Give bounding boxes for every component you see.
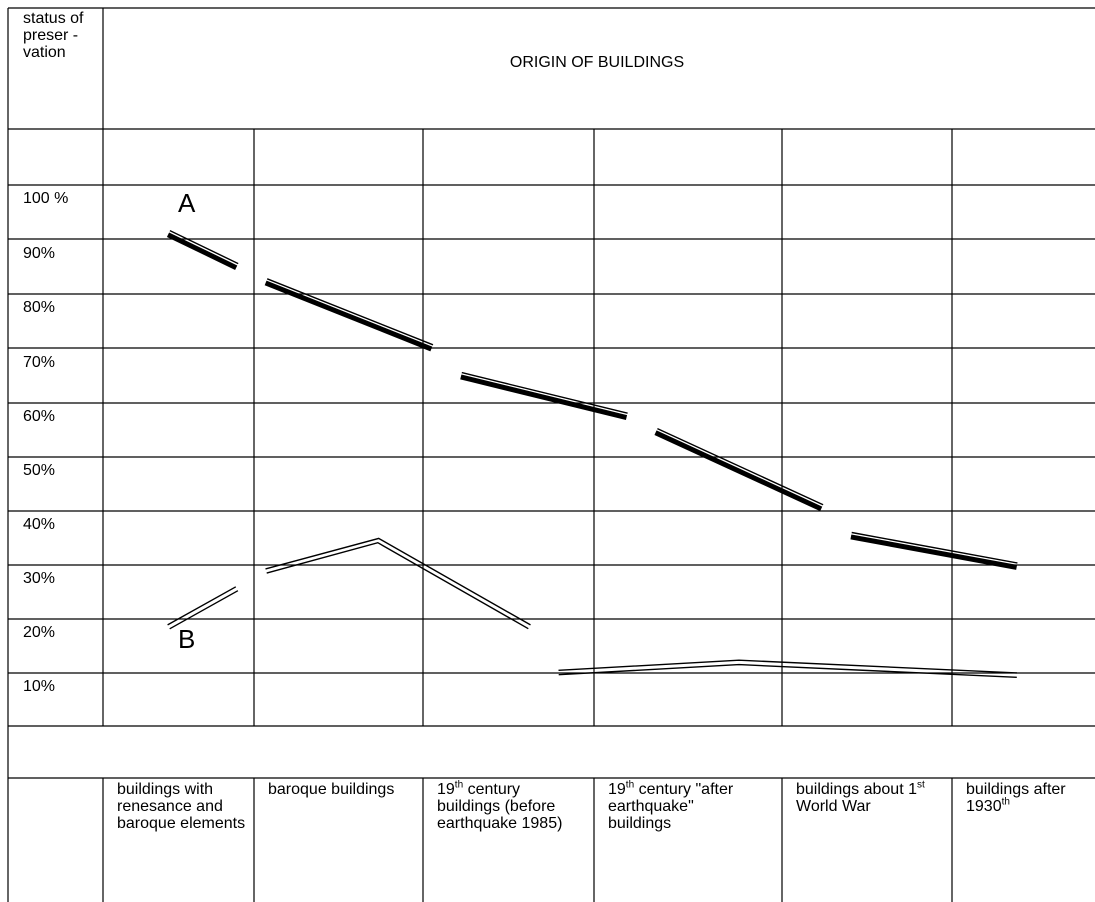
category-label-sup: th [1001, 796, 1010, 808]
series-a-line [460, 374, 628, 421]
y-tick-label: 20% [23, 624, 56, 641]
category-label-text: buildings about 1 [796, 781, 917, 798]
y-tick-label: 100 % [23, 190, 69, 207]
category-label: baroque buildings [268, 781, 408, 798]
category-label-text: 19 [608, 781, 626, 798]
series-a-line [850, 534, 1018, 570]
series-b-line [266, 541, 529, 630]
y-tick-label: 90% [23, 245, 56, 262]
category-label-text: World War [796, 798, 871, 815]
category-label-sup: st [916, 779, 925, 791]
series-b-line [169, 590, 239, 630]
category-label: buildings about 1st World War [796, 779, 936, 815]
series-a-line [169, 229, 239, 265]
category-label-text: buildings after 1930 [966, 781, 1066, 815]
series-a-line [264, 280, 433, 352]
category-label-text: buildings with renesance and baroque ele… [117, 781, 246, 832]
series-a-line [654, 430, 823, 512]
y-tick-label: 70% [23, 354, 56, 371]
category-label-text: century buildings (before earthquake 198… [437, 781, 563, 832]
category-label-text: 19 [437, 781, 455, 798]
y-tick-label: 60% [23, 408, 56, 425]
y-axis-title: status of preser -vation [23, 10, 84, 61]
y-tick-label: 40% [23, 516, 56, 533]
category-label: buildings after 1930th [966, 781, 1095, 815]
y-tick-label: 30% [23, 570, 56, 587]
series-a-line [166, 232, 238, 270]
series-label-a: A [178, 188, 196, 218]
series-b-line [558, 663, 1017, 678]
chart-title: ORIGIN OF BUILDINGS [509, 54, 685, 71]
category-label: 19th century "after earthquake" building… [608, 779, 748, 832]
category-label-text: century "after earthquake" buildings [608, 781, 734, 832]
category-label-text: baroque buildings [268, 781, 395, 798]
category-label: buildings with renesance and baroque ele… [117, 781, 257, 832]
series-a-line [266, 278, 434, 346]
y-tick-label: 50% [23, 462, 56, 479]
series-b-line [167, 586, 237, 626]
series-label-b: B [178, 624, 196, 654]
y-tick-label: 10% [23, 678, 56, 695]
category-label: 19th century buildings (before earthquak… [437, 779, 577, 832]
series-b-line [265, 537, 531, 626]
series-lines [166, 229, 1018, 678]
category-label-sup: th [625, 779, 635, 791]
y-tick-label: 80% [23, 299, 56, 316]
series-a-line [851, 531, 1018, 564]
series-a-line [461, 371, 628, 414]
series-a-line [657, 427, 824, 506]
grid-lines [7, 7, 1095, 902]
category-label-sup: th [454, 779, 464, 791]
series-b-line [558, 659, 1018, 674]
